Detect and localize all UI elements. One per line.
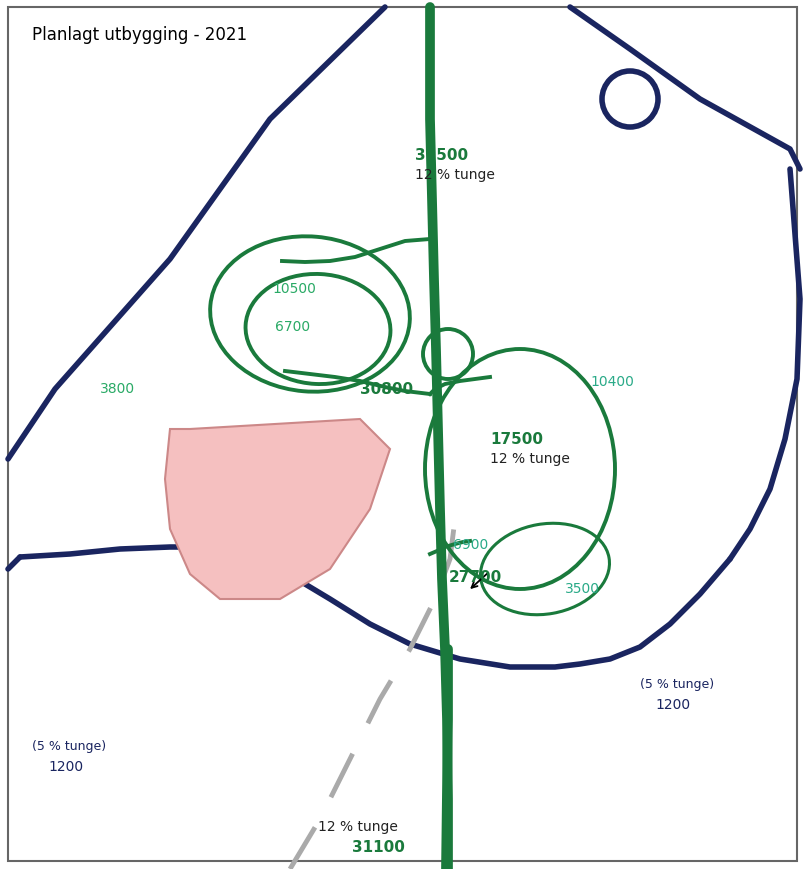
- Text: 1200: 1200: [655, 697, 690, 711]
- Text: 30800: 30800: [360, 381, 413, 396]
- Text: 12 % tunge: 12 % tunge: [490, 452, 570, 466]
- Text: 6700: 6700: [275, 320, 310, 334]
- Text: 12 % tunge: 12 % tunge: [415, 168, 495, 182]
- Text: (5 % tunge): (5 % tunge): [640, 677, 714, 690]
- Text: Planlagt utbygging - 2021: Planlagt utbygging - 2021: [32, 26, 247, 44]
- Text: 10400: 10400: [590, 375, 634, 388]
- Text: (5 % tunge): (5 % tunge): [32, 740, 106, 753]
- Text: 3500: 3500: [565, 581, 600, 595]
- Text: 1200: 1200: [48, 760, 83, 773]
- Text: 10500: 10500: [272, 282, 316, 295]
- Text: 37500: 37500: [415, 148, 469, 163]
- Polygon shape: [165, 420, 390, 600]
- Text: 31100: 31100: [352, 839, 405, 854]
- Text: 27700: 27700: [449, 569, 502, 584]
- Text: 6900: 6900: [453, 537, 489, 551]
- Text: 17500: 17500: [490, 432, 543, 447]
- Text: 12 % tunge: 12 % tunge: [318, 819, 398, 833]
- Text: 3800: 3800: [100, 381, 135, 395]
